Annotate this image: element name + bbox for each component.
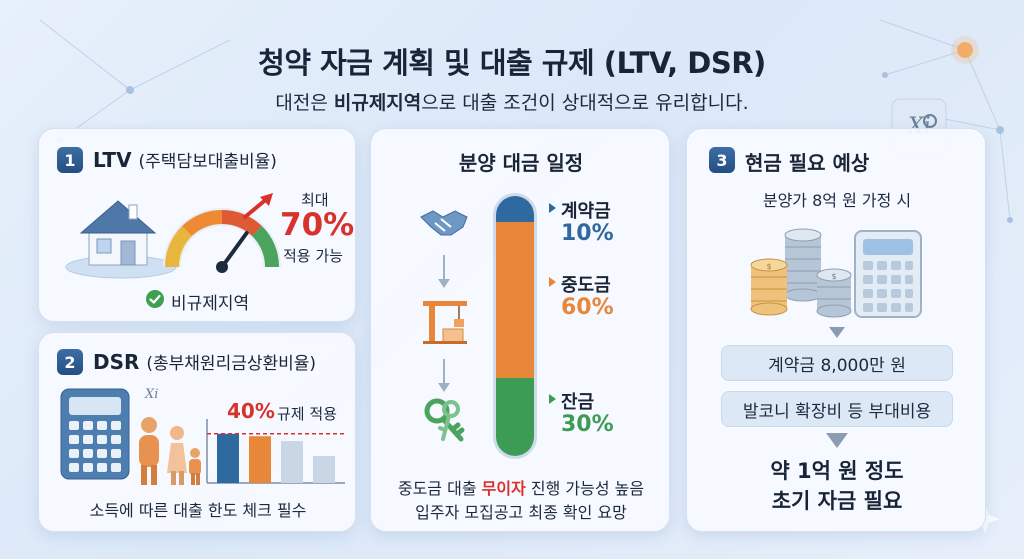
dsr-number-badge: 2 <box>57 349 83 375</box>
dsr-card: 2 DSR (총부채원리금상환비율) Xi 40% 규제 적용 소득에 따른 대… <box>38 332 356 532</box>
ltv-max-label: 최대 <box>301 191 329 209</box>
crane-icon <box>423 301 467 344</box>
dsr-bar <box>313 456 335 483</box>
cash-total-line-2: 초기 자금 필요 <box>771 489 903 513</box>
cash-card: 3 현금 필요 예상 분양가 8억 원 가정 시 $ $ <box>686 128 986 532</box>
progress-segment-2 <box>496 222 534 378</box>
xi-logo-icon: Xi <box>144 387 158 402</box>
stage-label: 계약금 <box>561 201 611 222</box>
cash-number-badge: 3 <box>709 147 735 173</box>
flow-arrow <box>826 433 848 448</box>
stage-label: 중도금 <box>561 275 611 296</box>
payment-progress-bar <box>493 193 537 459</box>
dsr-title: DSR (총부채원리금상환비율) <box>93 350 317 374</box>
highlight-region: 비규제지역 <box>333 92 422 114</box>
ltv-number-badge: 1 <box>57 147 83 173</box>
stage-pointer-icon <box>549 394 556 404</box>
flow-arrow <box>438 359 450 392</box>
dsr-bar-chart <box>206 419 345 484</box>
schedule-title: 분양 대금 일정 <box>458 151 584 175</box>
family-icon <box>139 417 201 485</box>
stage-value: 60% <box>561 295 614 320</box>
keys-icon <box>424 398 465 442</box>
cash-item-deposit: 계약금 8,000만 원 <box>721 345 953 381</box>
schedule-note-2: 입주자 모집공고 최종 확인 요망 <box>415 503 627 522</box>
cash-total-line-1: 약 1억 원 정도 <box>770 459 904 483</box>
schedule-note-1: 중도금 대출 무이자 진행 가능성 높음 <box>397 479 645 498</box>
ltv-region-label: 비규제지역 <box>171 294 250 314</box>
flow-arrow <box>438 255 450 288</box>
page-title: 청약 자금 계획 및 대출 규제 (LTV, DSR) <box>258 46 766 80</box>
progress-segment-3 <box>496 378 534 456</box>
ltv-value: 70% <box>280 207 355 243</box>
stage-value: 30% <box>561 412 614 437</box>
dsr-bar <box>281 441 303 483</box>
stage-pointer-icon <box>549 277 556 287</box>
highlight-interest-free: 무이자 <box>481 479 526 498</box>
gauge-icon <box>163 193 281 273</box>
dsr-limit-note: 규제 적용 <box>277 405 337 423</box>
schedule-card: 분양 대금 일정 계약금 10% 중도금 60% 잔금 30% 중도금 대출 무이자 진행… <box>370 128 670 532</box>
page-subtitle: 대전은 비규제지역으로 대출 조건이 상대적으로 유리합니다. <box>275 92 749 114</box>
progress-segment-1 <box>496 196 534 222</box>
stage-pointer-icon <box>549 203 556 213</box>
coins-icon: $ $ <box>750 228 852 318</box>
calculator-icon <box>60 388 130 480</box>
dsr-bar <box>249 436 271 483</box>
svg-text:$: $ <box>831 272 836 281</box>
house-icon <box>65 200 177 279</box>
cash-assumption: 분양가 8억 원 가정 시 <box>762 191 912 210</box>
dsr-bar <box>217 433 239 483</box>
ltv-card: 1 LTV (주택담보대출비율) 최대 70% 적용 가능 비규제지역 <box>38 128 356 322</box>
svg-text:$: $ <box>766 262 771 271</box>
dsr-limit-value: 40% <box>227 399 275 423</box>
dsr-footer: 소득에 따른 대출 한도 체크 필수 <box>89 501 307 520</box>
handshake-icon <box>420 210 468 236</box>
cash-item-extras: 발코니 확장비 등 부대비용 <box>721 391 953 427</box>
ltv-value-note: 적용 가능 <box>283 247 343 265</box>
stage-value: 10% <box>561 221 614 246</box>
check-icon <box>146 290 164 308</box>
cash-title: 현금 필요 예상 <box>745 151 870 175</box>
svg-text:Xi: Xi <box>144 387 158 402</box>
stage-label: 잔금 <box>561 392 595 413</box>
calculator-icon <box>854 230 922 318</box>
flow-arrow <box>829 327 845 338</box>
ltv-title: LTV (주택담보대출비율) <box>93 148 277 172</box>
